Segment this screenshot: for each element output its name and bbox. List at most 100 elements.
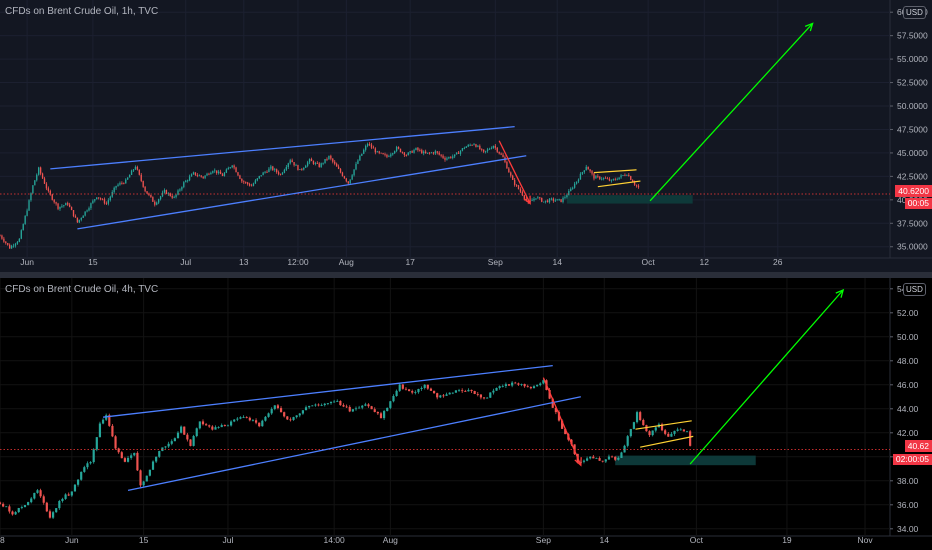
- candle: [299, 169, 301, 171]
- candle: [211, 425, 214, 431]
- candle: [409, 150, 411, 155]
- candle: [504, 382, 507, 389]
- y-tick-label: 52.5000: [897, 78, 928, 88]
- candle: [96, 197, 98, 200]
- candle: [190, 173, 193, 177]
- candle: [48, 509, 52, 519]
- candle: [316, 161, 318, 164]
- candle: [105, 201, 108, 205]
- candle: [632, 421, 636, 430]
- candle: [533, 196, 535, 202]
- candle: [345, 404, 348, 409]
- candle: [394, 150, 396, 155]
- candle: [273, 405, 276, 411]
- candle: [82, 215, 84, 218]
- candle: [601, 176, 603, 181]
- candle: [117, 183, 119, 187]
- candle: [398, 382, 401, 392]
- candle: [33, 492, 36, 500]
- candle: [58, 499, 61, 510]
- candle: [227, 166, 229, 170]
- candle: [113, 186, 115, 194]
- candle: [364, 402, 367, 407]
- candle: [554, 198, 556, 202]
- candle: [500, 152, 502, 156]
- y-tick-label: 55.0000: [897, 54, 928, 64]
- candle: [20, 229, 22, 240]
- candle: [328, 155, 330, 160]
- candle: [323, 402, 326, 407]
- candle: [274, 167, 276, 172]
- candle: [335, 162, 338, 167]
- candle: [336, 399, 339, 403]
- candle: [22, 223, 24, 231]
- candle: [604, 458, 607, 463]
- candle: [432, 390, 436, 394]
- candle: [657, 422, 661, 428]
- candle: [476, 391, 479, 397]
- candle: [645, 424, 648, 432]
- y-axis: 35.000037.500040.000042.500045.000047.50…: [0, 0, 928, 258]
- candle: [98, 421, 102, 438]
- candle: [606, 176, 609, 180]
- candle: [5, 241, 7, 245]
- candle: [355, 161, 357, 171]
- candle: [186, 432, 189, 442]
- candle: [599, 176, 601, 181]
- candle: [304, 405, 308, 411]
- candle: [109, 195, 111, 202]
- candle: [624, 173, 626, 177]
- candle: [27, 501, 30, 506]
- candle: [479, 144, 481, 150]
- candle: [510, 171, 512, 178]
- candle: [239, 174, 241, 180]
- candle: [272, 165, 274, 171]
- currency-badge-4h[interactable]: USD: [903, 283, 926, 296]
- candle: [305, 164, 307, 168]
- y-tick-label: 34.00: [897, 524, 919, 534]
- candle: [208, 424, 211, 428]
- candle: [419, 148, 421, 152]
- candle: [630, 175, 632, 181]
- y-tick-label: 36.00: [897, 500, 919, 510]
- x-tick-label: Jun: [65, 535, 79, 545]
- candle: [68, 202, 71, 208]
- chart-svg-1h[interactable]: 35.000037.500040.000042.500045.000047.50…: [0, 0, 932, 272]
- currency-badge-1h[interactable]: USD: [903, 6, 926, 19]
- candle: [429, 387, 433, 391]
- candle: [597, 174, 599, 179]
- candle: [226, 424, 230, 427]
- candle: [239, 416, 242, 420]
- candle: [198, 174, 200, 177]
- candle: [70, 206, 73, 211]
- candle: [311, 405, 314, 407]
- candle: [152, 196, 154, 202]
- candle: [361, 404, 364, 410]
- candle: [229, 166, 231, 169]
- candle: [84, 211, 86, 217]
- panel-divider: [0, 272, 932, 278]
- y-tick-label: 35.0000: [897, 242, 928, 252]
- flag-upper-line: [635, 420, 692, 430]
- candle: [521, 190, 524, 197]
- candle: [94, 198, 96, 203]
- x-tick-label: Oct: [690, 535, 704, 545]
- candle: [424, 149, 427, 154]
- candle: [378, 150, 380, 155]
- candle: [119, 181, 121, 186]
- candle: [216, 170, 218, 175]
- x-tick-label: 14:00: [323, 535, 345, 545]
- candle: [264, 415, 267, 422]
- candle: [144, 186, 146, 193]
- candle: [208, 172, 210, 176]
- candle: [204, 175, 206, 180]
- candle: [212, 170, 214, 174]
- candle: [614, 177, 616, 181]
- candle: [171, 194, 173, 199]
- candle: [512, 174, 514, 181]
- candle: [132, 169, 135, 172]
- chart-svg-4h[interactable]: 34.0036.0038.0040.0042.0044.0046.0048.00…: [0, 278, 932, 550]
- candle: [679, 427, 682, 431]
- candle: [417, 388, 420, 394]
- candle: [125, 178, 127, 184]
